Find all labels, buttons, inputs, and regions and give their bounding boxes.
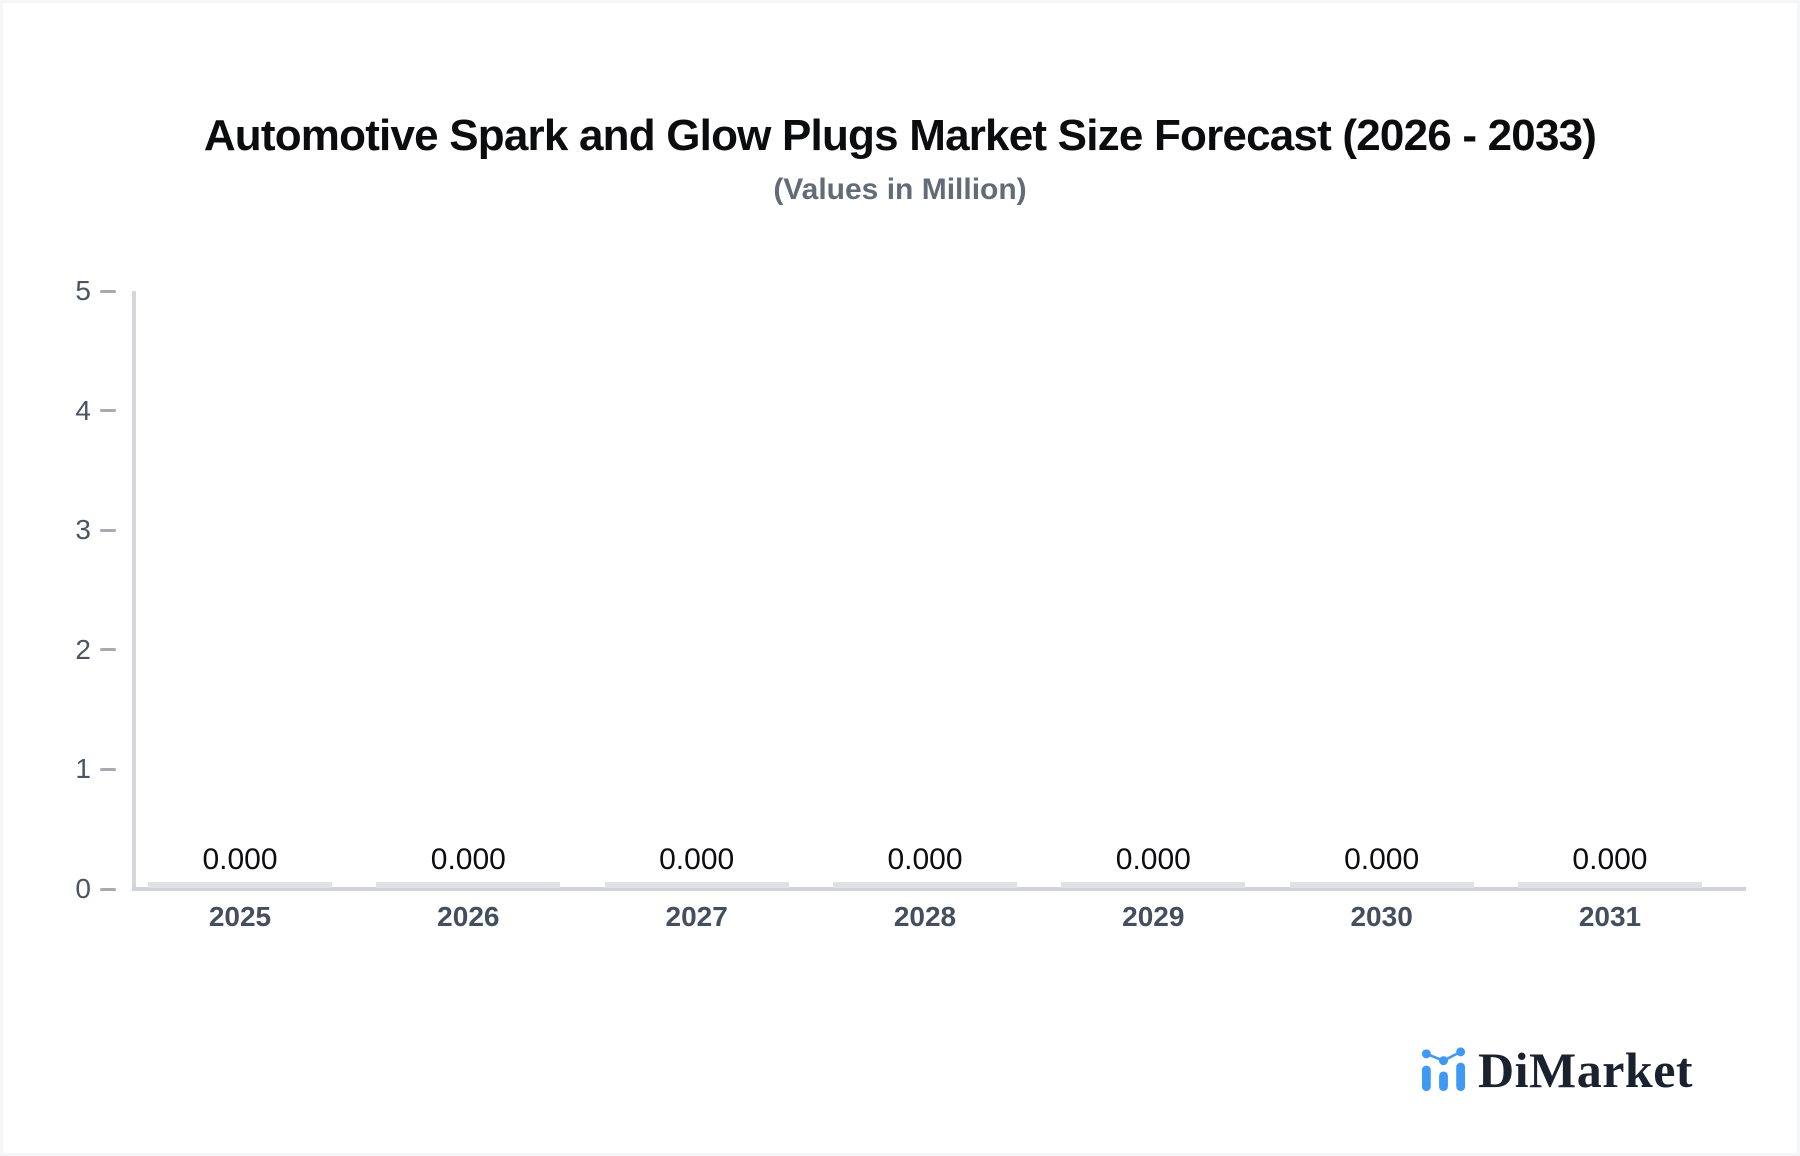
- x-axis-category-label: 2031: [1578, 901, 1642, 932]
- bar: [1289, 882, 1474, 888]
- chart-subtitle: (Values in Million): [773, 173, 1027, 206]
- y-axis-tick-label: 5: [75, 275, 91, 306]
- bar-value-label: 0.000: [1115, 843, 1191, 876]
- bar-value-label: 0.000: [202, 843, 278, 876]
- bar: [832, 882, 1017, 888]
- bar: [148, 882, 332, 888]
- y-axis-tick-mark: [100, 409, 116, 413]
- y-axis-tick-label: 2: [75, 633, 91, 665]
- bar-value-label: 0.000: [887, 843, 963, 876]
- y-axis-tick-mark: [100, 887, 116, 891]
- bar-value-label: 0.000: [659, 843, 735, 876]
- x-axis-category-label: 2025: [208, 901, 272, 932]
- bar: [1061, 882, 1246, 888]
- x-axis-category-label: 2026: [437, 901, 500, 932]
- bar-value-label: 0.000: [430, 843, 506, 876]
- plot-area: 0 1 2 3 4 5 0.000 2025 0.000 2026 0.000 2027 0.000 20…: [3, 3, 1797, 1153]
- y-axis-tick-label: 4: [75, 394, 91, 426]
- y-axis-tick-mark: [100, 528, 116, 532]
- y-axis-tick-mark: [100, 289, 116, 293]
- bar-value-label: 0.000: [1572, 843, 1648, 876]
- bar-value-label: 0.000: [1344, 843, 1420, 876]
- x-axis-category-label: 2030: [1350, 901, 1413, 932]
- bar: [1517, 882, 1702, 888]
- logo-text: DiMarket: [1478, 1042, 1694, 1098]
- x-axis-baseline: [132, 887, 1746, 891]
- x-axis-category-label: 2029: [1122, 901, 1185, 932]
- y-axis-tick-mark: [100, 648, 116, 652]
- bar: [376, 882, 561, 888]
- x-axis-category-label: 2028: [893, 901, 957, 932]
- y-axis-line: [132, 291, 136, 891]
- y-axis-tick-label: 3: [75, 514, 91, 546]
- y-axis-tick-label: 0: [75, 873, 91, 904]
- bar: [604, 882, 789, 888]
- dimarket-logo: DiMarket: [1420, 1045, 1693, 1095]
- y-axis-tick-mark: [100, 767, 116, 771]
- x-axis-category-label: 2027: [665, 901, 728, 932]
- chart-title: Automotive Spark and Glow Plugs Market S…: [203, 111, 1597, 160]
- bar-line-chart-icon: [1421, 1047, 1466, 1092]
- y-axis-tick-label: 1: [75, 753, 91, 785]
